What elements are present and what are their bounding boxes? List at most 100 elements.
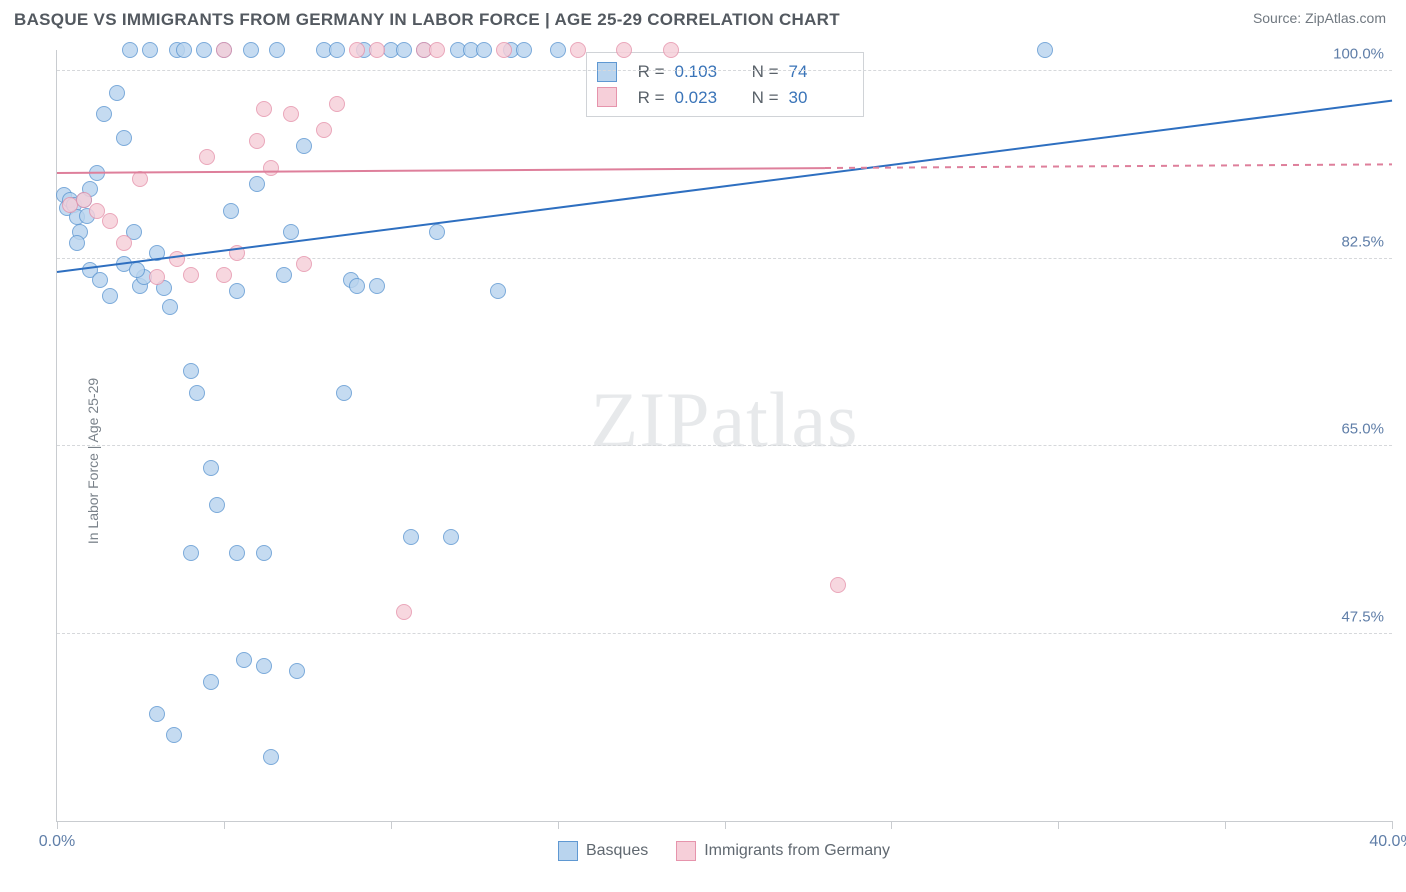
scatter-point (336, 385, 352, 401)
scatter-point (570, 42, 586, 58)
scatter-point (96, 106, 112, 122)
chart-title: BASQUE VS IMMIGRANTS FROM GERMANY IN LAB… (14, 10, 840, 30)
correlation-stats-box: R = 0.103 N = 74R = 0.023 N = 30 (586, 52, 864, 117)
scatter-point (369, 278, 385, 294)
legend-item: Immigrants from Germany (676, 841, 890, 861)
scatter-point (243, 42, 259, 58)
trend-line (57, 167, 825, 174)
scatter-point (256, 545, 272, 561)
scatter-point (429, 224, 445, 240)
scatter-point (403, 529, 419, 545)
scatter-point (490, 283, 506, 299)
scatter-point (396, 604, 412, 620)
gridline (57, 70, 1392, 71)
scatter-point (263, 749, 279, 765)
legend-swatch (676, 841, 696, 861)
scatter-point (296, 138, 312, 154)
gridline (57, 258, 1392, 259)
scatter-point (102, 288, 118, 304)
scatter-point (92, 272, 108, 288)
scatter-point (116, 130, 132, 146)
n-value: 30 (789, 85, 845, 111)
plot-area: ZIPatlas R = 0.103 N = 74R = 0.023 N = 30 47.5… (56, 50, 1392, 822)
scatter-point (349, 42, 365, 58)
r-value: 0.023 (675, 85, 731, 111)
r-label: R = (627, 59, 665, 85)
chart-legend: Basques Immigrants from Germany (56, 830, 1392, 872)
scatter-point (223, 203, 239, 219)
scatter-point (289, 663, 305, 679)
y-tick-label: 82.5% (1341, 233, 1384, 250)
scatter-point (162, 299, 178, 315)
scatter-point (176, 42, 192, 58)
scatter-point (276, 267, 292, 283)
scatter-point (830, 577, 846, 593)
legend-label: Basques (586, 842, 648, 860)
scatter-point (256, 101, 272, 117)
scatter-point (199, 149, 215, 165)
scatter-point (283, 224, 299, 240)
scatter-point (249, 133, 265, 149)
n-label: N = (741, 85, 779, 111)
x-tick (1392, 821, 1393, 829)
scatter-point (256, 658, 272, 674)
scatter-point (183, 267, 199, 283)
scatter-point (142, 42, 158, 58)
scatter-point (203, 460, 219, 476)
scatter-point (496, 42, 512, 58)
scatter-point (203, 674, 219, 690)
trend-line (825, 164, 1392, 170)
x-tick (1225, 821, 1226, 829)
scatter-point (189, 385, 205, 401)
scatter-point (476, 42, 492, 58)
scatter-point (236, 652, 252, 668)
source-label: Source: ZipAtlas.com (1253, 10, 1386, 26)
r-label: R = (627, 85, 665, 111)
scatter-point (183, 363, 199, 379)
r-value: 0.103 (675, 59, 731, 85)
scatter-point (69, 235, 85, 251)
x-tick (57, 821, 58, 829)
scatter-point (269, 42, 285, 58)
y-tick-label: 100.0% (1333, 46, 1384, 63)
scatter-point (116, 235, 132, 251)
scatter-point (616, 42, 632, 58)
scatter-point (129, 262, 145, 278)
scatter-point (166, 727, 182, 743)
scatter-point (149, 706, 165, 722)
x-tick (1058, 821, 1059, 829)
scatter-point (249, 176, 265, 192)
y-tick-label: 47.5% (1341, 608, 1384, 625)
series-swatch (597, 62, 617, 82)
scatter-point (183, 545, 199, 561)
stats-row: R = 0.023 N = 30 (597, 85, 845, 111)
scatter-point (316, 122, 332, 138)
scatter-point (109, 85, 125, 101)
x-tick (558, 821, 559, 829)
scatter-point (122, 42, 138, 58)
legend-label: Immigrants from Germany (704, 842, 890, 860)
scatter-point (516, 42, 532, 58)
scatter-point (216, 267, 232, 283)
legend-swatch (558, 841, 578, 861)
n-value: 74 (789, 59, 845, 85)
x-tick (725, 821, 726, 829)
scatter-point (329, 96, 345, 112)
y-tick-label: 65.0% (1341, 421, 1384, 438)
scatter-point (216, 42, 232, 58)
scatter-point (196, 42, 212, 58)
scatter-point (663, 42, 679, 58)
legend-item: Basques (558, 841, 648, 861)
scatter-point (102, 213, 118, 229)
scatter-point (369, 42, 385, 58)
gridline (57, 633, 1392, 634)
stats-row: R =0.103N =74 (597, 59, 845, 85)
scatter-point (396, 42, 412, 58)
scatter-point (283, 106, 299, 122)
scatter-point (349, 278, 365, 294)
series-swatch (597, 87, 617, 107)
x-tick (391, 821, 392, 829)
gridline (57, 445, 1392, 446)
x-tick (891, 821, 892, 829)
watermark: ZIPatlas (591, 375, 859, 465)
